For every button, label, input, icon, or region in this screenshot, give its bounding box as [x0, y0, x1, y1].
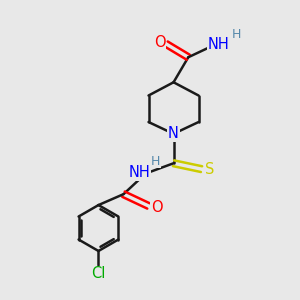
Text: NH: NH [208, 37, 230, 52]
Text: N: N [168, 126, 179, 141]
Text: H: H [151, 155, 160, 168]
Text: S: S [205, 162, 214, 177]
Text: NH: NH [128, 165, 150, 180]
Text: Cl: Cl [91, 266, 106, 281]
Text: O: O [151, 200, 163, 215]
Text: H: H [232, 28, 242, 41]
Text: O: O [154, 35, 166, 50]
